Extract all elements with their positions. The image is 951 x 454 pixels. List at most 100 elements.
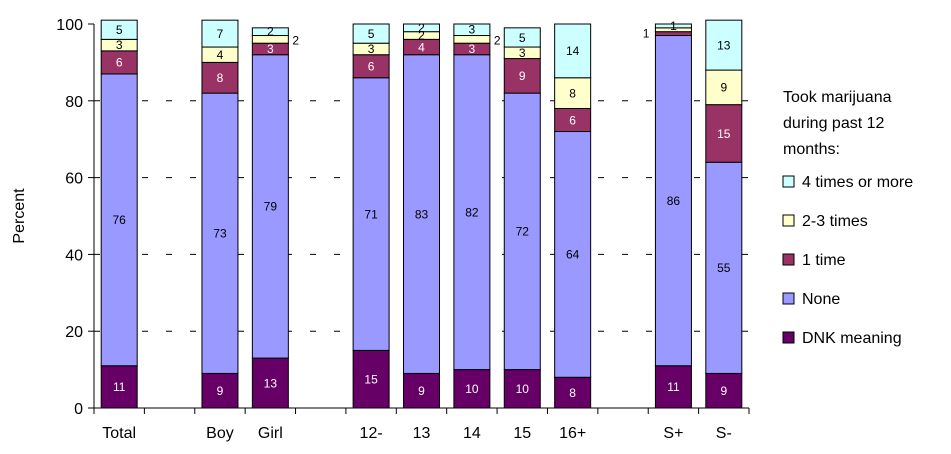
legend-label: 2-3 times — [802, 213, 868, 230]
data-label: 5 — [368, 27, 375, 41]
data-label: 1 — [643, 27, 650, 41]
data-label: 3 — [519, 46, 526, 60]
data-label: 9 — [418, 384, 425, 398]
bar-segment — [705, 372, 743, 409]
data-label: 10 — [465, 382, 479, 396]
bar-segment — [654, 35, 692, 367]
bar-segment — [654, 23, 692, 29]
x-category-label: 14 — [463, 425, 481, 442]
data-label: 9 — [720, 81, 727, 95]
data-label: 79 — [264, 200, 278, 214]
data-label: 3 — [267, 42, 274, 56]
x-category-label: Girl — [258, 425, 283, 442]
bar-segment — [201, 92, 239, 374]
data-label: 2 — [292, 33, 299, 47]
data-label: 9 — [519, 69, 526, 83]
y-axis-title: Percent — [11, 188, 28, 244]
data-label: 14 — [566, 44, 580, 58]
x-category-label: 16+ — [559, 425, 586, 442]
data-label: 8 — [569, 86, 576, 100]
bar-segment — [352, 349, 390, 409]
y-tick-label: 0 — [74, 401, 83, 418]
data-label: 8 — [569, 386, 576, 400]
bar-segment — [100, 73, 138, 367]
bar-segment — [503, 58, 541, 94]
data-label: 71 — [364, 207, 378, 221]
y-tick-label: 20 — [65, 324, 83, 341]
data-label: 6 — [116, 56, 123, 70]
data-label: 64 — [566, 248, 580, 262]
x-category-label: Boy — [206, 425, 234, 442]
data-label: 2 — [418, 21, 425, 35]
legend-label: DNK meaning — [802, 330, 902, 347]
y-tick-label: 80 — [65, 94, 83, 111]
data-label: 2 — [494, 33, 501, 47]
legend-title-line: Took marijuana — [783, 89, 892, 106]
legend-label: None — [802, 291, 840, 308]
y-tick-label: 40 — [65, 247, 83, 264]
legend-swatch — [782, 175, 795, 188]
bar-segment — [503, 369, 541, 409]
bar-segment — [554, 23, 592, 79]
data-label: 1 — [670, 19, 677, 33]
bar-segment — [554, 77, 592, 109]
bar-segment — [503, 27, 541, 48]
legend-swatch — [782, 331, 795, 344]
bar-segment — [403, 372, 440, 409]
data-label: 11 — [667, 380, 680, 394]
data-label: 9 — [720, 384, 727, 398]
y-tick-label: 60 — [65, 171, 83, 188]
data-label: 55 — [717, 261, 731, 275]
data-label: 9 — [217, 384, 224, 398]
bar-segment — [251, 27, 289, 37]
x-category-label: S+ — [663, 425, 683, 442]
data-label: 76 — [113, 213, 127, 227]
bar-segment — [201, 372, 239, 409]
bar-segment — [251, 357, 289, 409]
x-category-label: 15 — [513, 425, 531, 442]
legend-title-line: during past 12 — [783, 115, 885, 132]
x-category-label: S- — [716, 425, 732, 442]
legend-title-line: months: — [783, 141, 840, 158]
bar-segment — [100, 365, 138, 409]
bar-segment — [100, 19, 138, 40]
data-label: 6 — [368, 60, 375, 74]
legend-label: 4 times or more — [802, 174, 913, 191]
bar-segment — [453, 23, 491, 37]
data-label: 11 — [113, 380, 126, 394]
data-label: 13 — [264, 376, 278, 390]
legend-label: 1 time — [802, 252, 846, 269]
data-label: 3 — [368, 42, 375, 56]
data-label: 15 — [717, 127, 731, 141]
bar-segment — [453, 54, 491, 371]
x-category-label: 13 — [413, 425, 431, 442]
bar-segment — [201, 19, 239, 48]
data-label: 15 — [364, 373, 378, 387]
data-label: 6 — [569, 113, 576, 127]
data-label: 72 — [516, 225, 530, 239]
data-label: 3 — [469, 42, 476, 56]
bar-segment — [554, 376, 592, 409]
bar-segment — [403, 54, 440, 374]
data-label: 13 — [717, 38, 731, 52]
data-label: 73 — [213, 227, 227, 241]
bar-segment — [554, 131, 592, 378]
data-label: 3 — [116, 38, 123, 52]
bar-segment — [705, 19, 743, 71]
data-label: 2 — [418, 29, 425, 43]
legend-swatch — [782, 253, 795, 266]
data-label: 10 — [516, 382, 530, 396]
data-label: 5 — [519, 31, 526, 45]
x-category-label: 12- — [360, 425, 383, 442]
data-label: 82 — [465, 205, 479, 219]
data-label: 83 — [415, 207, 429, 221]
data-label: 4 — [418, 40, 425, 54]
x-category-label: Total — [102, 425, 136, 442]
data-label: 5 — [116, 23, 123, 37]
data-label: 2 — [267, 25, 274, 39]
bar-segment — [352, 77, 390, 351]
data-label: 7 — [217, 27, 224, 41]
y-tick-label: 100 — [56, 17, 83, 34]
